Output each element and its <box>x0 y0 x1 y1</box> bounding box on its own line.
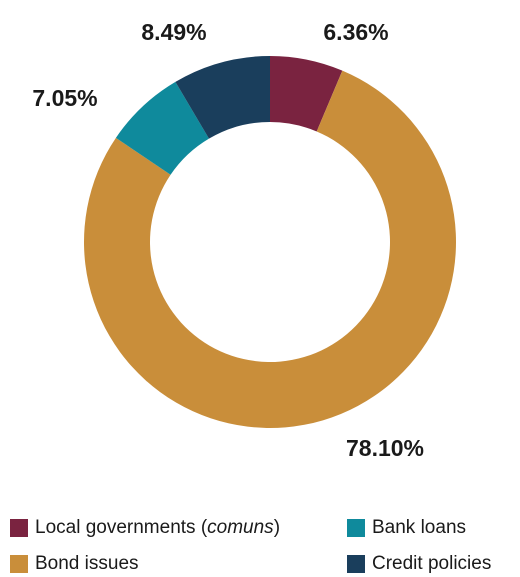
data-label-local-governments: 6.36% <box>323 19 388 45</box>
data-label-bank-loans: 7.05% <box>32 85 97 111</box>
slice-bank-loans <box>115 81 209 175</box>
donut-slices <box>83 56 457 428</box>
slice-credit-policies <box>175 56 270 139</box>
data-label-bond-issues: 78.10% <box>346 435 424 461</box>
slice-local-governments <box>270 56 343 132</box>
data-label-credit-policies: 8.49% <box>141 19 206 45</box>
data-labels: 6.36% 78.10% 7.05% 8.49% <box>32 19 424 461</box>
slice-bond-issues <box>83 70 457 428</box>
